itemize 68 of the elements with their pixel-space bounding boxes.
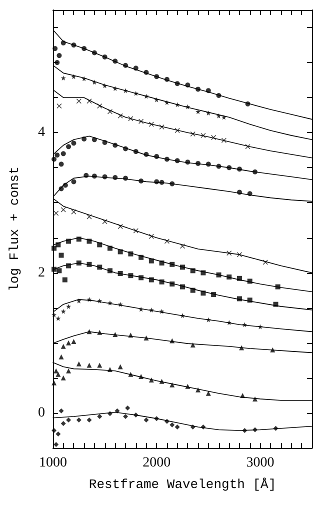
point bbox=[58, 162, 64, 167]
point bbox=[71, 209, 76, 214]
x-axis-title: Restframe Wavelength [Å] bbox=[88, 477, 276, 492]
point bbox=[54, 442, 59, 447]
x-tick-label: 3000 bbox=[246, 456, 274, 470]
point bbox=[76, 98, 82, 104]
point bbox=[56, 431, 61, 436]
point bbox=[86, 362, 92, 368]
point bbox=[71, 338, 76, 344]
point bbox=[76, 417, 82, 422]
point bbox=[71, 140, 76, 146]
point bbox=[66, 144, 72, 150]
point bbox=[58, 408, 64, 414]
point bbox=[60, 375, 66, 380]
point bbox=[76, 361, 82, 366]
y-tick-label: 4 bbox=[38, 125, 45, 140]
point bbox=[118, 364, 123, 370]
point bbox=[196, 109, 201, 114]
point bbox=[66, 368, 72, 374]
point bbox=[60, 207, 66, 212]
point bbox=[54, 210, 59, 216]
point bbox=[58, 354, 64, 360]
point bbox=[56, 268, 62, 274]
point bbox=[56, 372, 61, 377]
point bbox=[66, 340, 72, 346]
point bbox=[52, 380, 57, 386]
point bbox=[52, 156, 57, 162]
point bbox=[56, 316, 61, 321]
point bbox=[62, 277, 68, 282]
point bbox=[125, 406, 130, 411]
point bbox=[159, 308, 164, 314]
point bbox=[54, 368, 59, 374]
point bbox=[52, 312, 57, 318]
point bbox=[196, 387, 201, 392]
point bbox=[170, 422, 175, 428]
x-tick-label: 1000 bbox=[39, 456, 67, 470]
x-tick-label: 2000 bbox=[142, 456, 171, 470]
point bbox=[144, 417, 149, 422]
point bbox=[170, 382, 175, 388]
point bbox=[60, 420, 66, 426]
point bbox=[52, 246, 57, 251]
point bbox=[97, 362, 102, 368]
point bbox=[174, 424, 180, 430]
point bbox=[216, 113, 222, 118]
point bbox=[52, 46, 58, 52]
point bbox=[60, 308, 66, 314]
point bbox=[60, 344, 66, 349]
point bbox=[60, 75, 66, 80]
point bbox=[66, 304, 72, 309]
point bbox=[97, 414, 102, 419]
point bbox=[54, 60, 60, 66]
point bbox=[239, 345, 244, 350]
point bbox=[54, 152, 60, 158]
y-tick-label: 2 bbox=[38, 265, 45, 280]
point bbox=[97, 298, 102, 304]
point bbox=[52, 266, 57, 272]
point bbox=[58, 252, 64, 258]
point bbox=[86, 417, 92, 422]
point bbox=[123, 414, 128, 419]
y-axis-title: log Flux + const bbox=[7, 166, 22, 292]
point bbox=[71, 179, 76, 184]
point bbox=[56, 53, 62, 58]
y-tick-label: 0 bbox=[38, 405, 45, 420]
point bbox=[76, 298, 82, 304]
point bbox=[52, 428, 57, 433]
point bbox=[56, 104, 62, 109]
point bbox=[66, 417, 72, 422]
point bbox=[60, 151, 66, 156]
